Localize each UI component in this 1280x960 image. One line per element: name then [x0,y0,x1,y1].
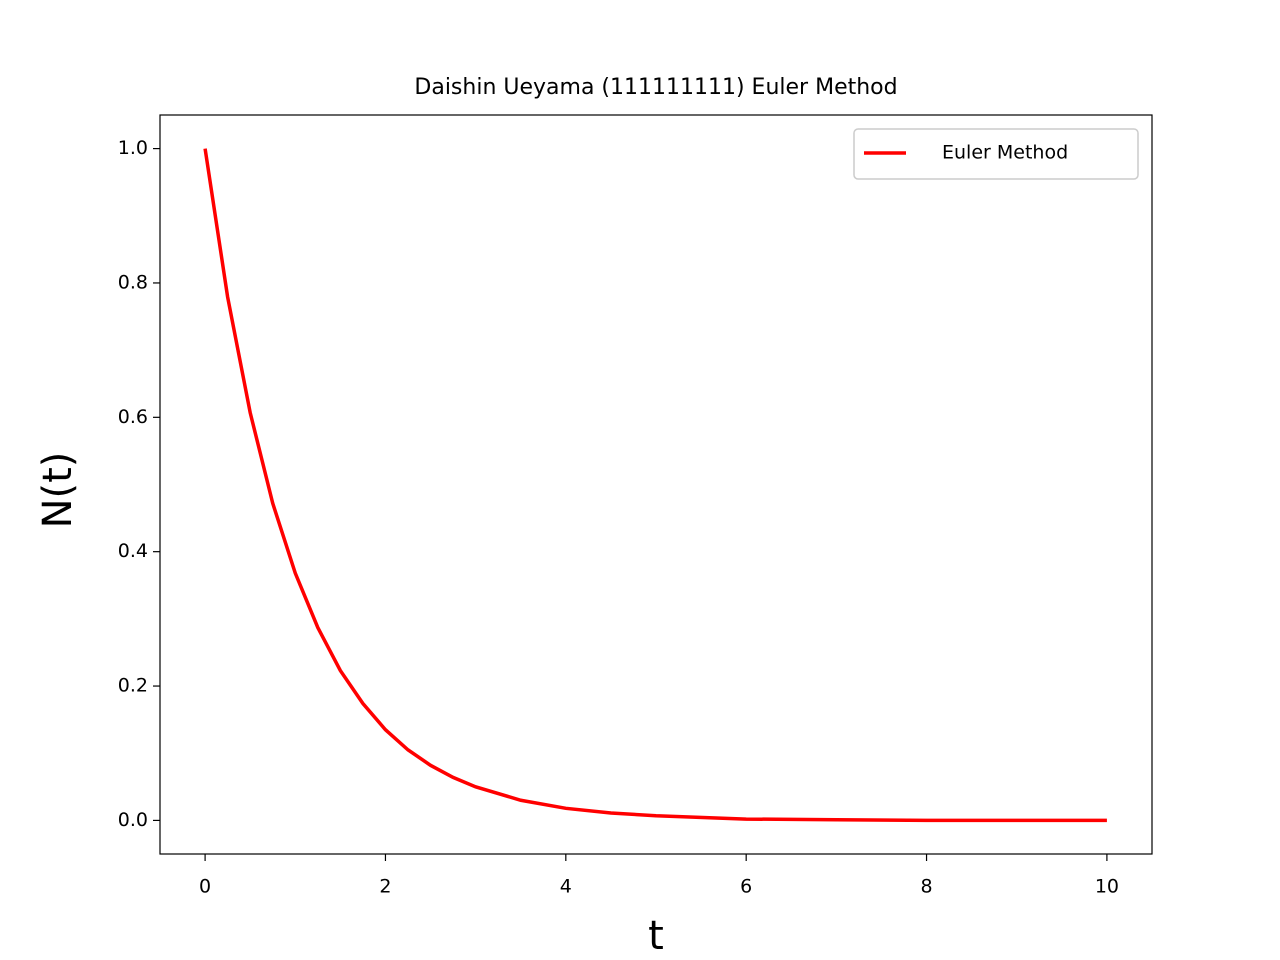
plot-frame [159,114,1153,855]
chart-title: Daishin Ueyama (111111111) Euler Method [414,75,897,100]
y-tick-label: 1.0 [118,137,148,159]
x-tick-label: 2 [379,876,391,898]
x-tick-label: 0 [199,876,211,898]
x-tick-label: 4 [560,876,572,898]
legend-label: Euler Method [942,142,1068,164]
y-tick-label: 0.6 [118,406,148,428]
x-tick-label: 8 [920,876,932,898]
y-tick-label: 0.8 [118,271,148,293]
y-tick-label: 0.2 [118,675,148,697]
data-line [203,148,1107,823]
legend-box [853,128,1139,180]
y-tick-label: 0.0 [118,809,148,831]
y-axis-label: N(t) [35,452,81,529]
legend: Euler Method [853,128,1139,180]
x-tick-label: 6 [740,876,752,898]
x-tick-label: 10 [1095,876,1119,898]
x-axis-label: t [648,913,664,959]
y-tick-label: 0.4 [118,540,148,562]
